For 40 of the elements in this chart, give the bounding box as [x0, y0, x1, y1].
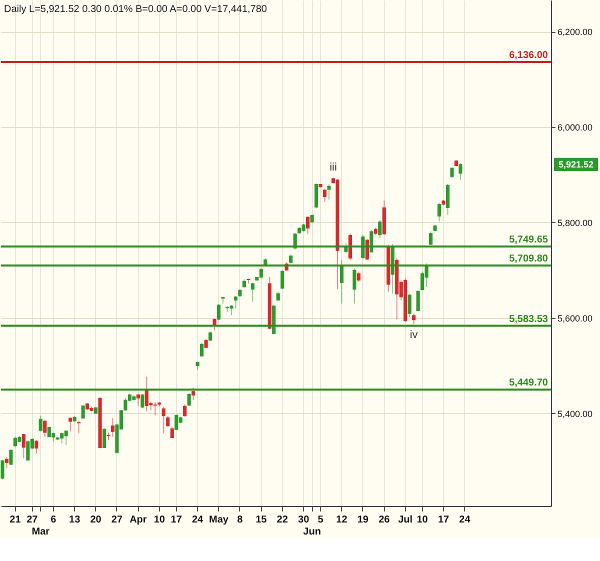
x-tick-label: 15: [256, 514, 268, 526]
x-tick-label: 22: [276, 514, 288, 526]
x-tick-label: 27: [26, 514, 38, 526]
x-tick-label: 24: [459, 514, 471, 526]
annotation: iii: [330, 162, 337, 174]
x-tick-label: 24: [192, 514, 204, 526]
x-tick-label: May: [209, 514, 229, 526]
chart-title: Daily L=5,921.52 0.30 0.01% B=0.00 A=0.00 V=17,441,780: [4, 4, 268, 15]
y-tick-label: 5,400.00: [558, 408, 593, 419]
x-tick-label: 10: [154, 514, 166, 526]
x-tick-label: Apr: [130, 514, 147, 526]
x-tick-label: 20: [90, 514, 102, 526]
x-tick-label: 13: [69, 514, 81, 526]
candlestick: [9, 448, 13, 466]
x-tick-label: 17: [438, 514, 450, 526]
x-tick-label: 19: [357, 514, 369, 526]
x-tick-label: Jul: [398, 514, 413, 526]
x-tick-label: 8: [237, 514, 244, 526]
x-tick-label: 27: [111, 514, 123, 526]
x-tick-label: Jun: [303, 526, 321, 538]
y-tick-label: 6,200.00: [558, 27, 593, 38]
y-tick-label: 5,800.00: [558, 218, 593, 228]
ref-line-label: 5,709.80: [509, 254, 548, 265]
x-tick-label: 21: [10, 514, 22, 526]
ref-line-label: 6,136.00: [509, 50, 548, 62]
x-tick-label: Mar: [32, 526, 50, 538]
text: 5,921.52: [558, 159, 594, 170]
x-tick-label: 10: [416, 514, 428, 526]
y-tick-label: 5,600.00: [558, 313, 593, 324]
ref-line-label: 5,583.53: [509, 314, 548, 325]
x-tick-label: 5: [318, 514, 324, 526]
x-tick-label: 6: [50, 514, 57, 526]
x-tick-label: 17: [170, 514, 182, 526]
ref-line-label: 5,749.65: [509, 234, 548, 246]
ref-line-label: 5,449.70: [509, 378, 548, 389]
x-tick-label: 12: [336, 514, 348, 526]
annotation: iv: [410, 329, 418, 342]
y-tick-label: 6,000.00: [558, 122, 593, 132]
x-tick-label: 30: [298, 514, 310, 526]
x-tick-label: 26: [378, 514, 390, 526]
